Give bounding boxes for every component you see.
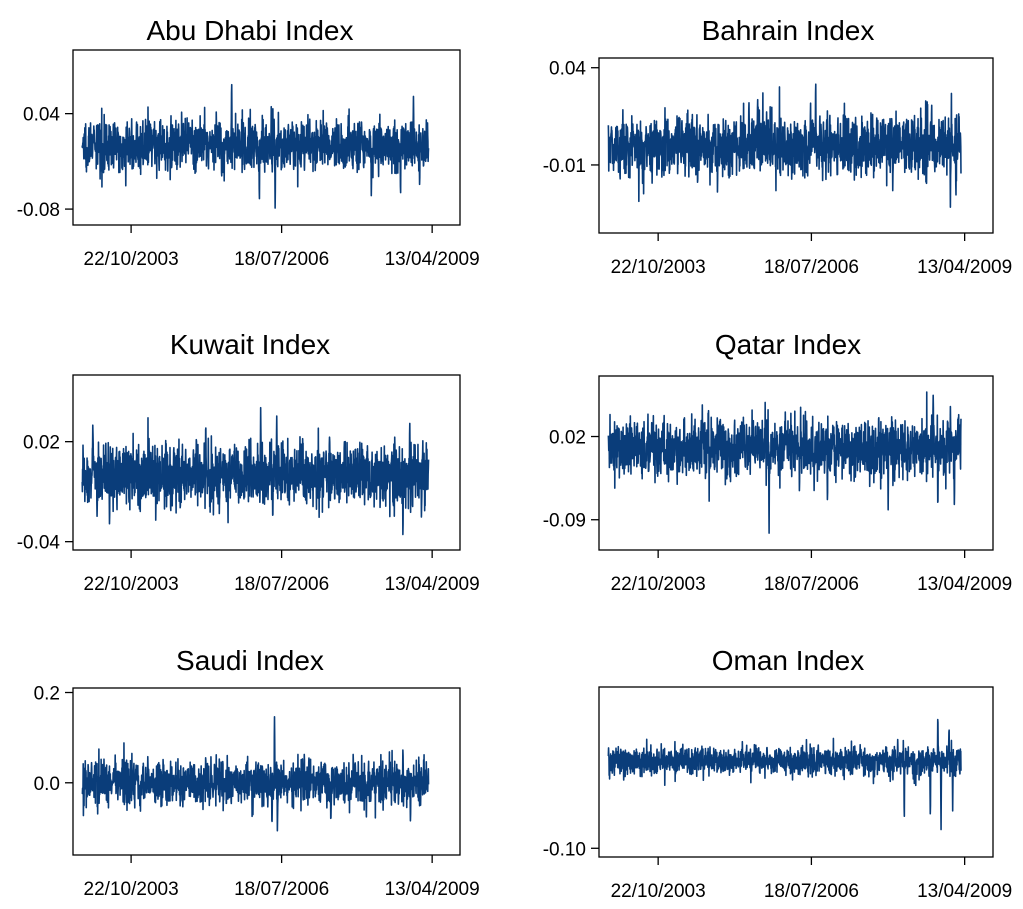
y-tick-label: -0.01 bbox=[543, 156, 586, 177]
plot-frame bbox=[72, 374, 461, 551]
y-tick-label: 0.04 bbox=[549, 59, 586, 80]
panel-title: Oman Index bbox=[712, 645, 865, 676]
x-tick-label: 22/10/2003 bbox=[611, 574, 706, 595]
series-line bbox=[607, 83, 962, 208]
series-line bbox=[81, 406, 430, 536]
panel-title: Bahrain Index bbox=[702, 15, 875, 46]
x-tick-label: 22/10/2003 bbox=[84, 879, 179, 900]
panel-6: Oman Index -0.10 22/10/2003 18/07/2006 13/04… bbox=[543, 645, 1013, 902]
plot-frame bbox=[72, 49, 461, 226]
x-tick-label: 13/04/2009 bbox=[917, 574, 1012, 595]
x-tick-label: 13/04/2009 bbox=[385, 879, 480, 900]
x-tick-label: 18/07/2006 bbox=[764, 881, 859, 902]
x-tick-label: 18/07/2006 bbox=[234, 249, 329, 270]
panel-1: Abu Dhabi Index 0.04 -0.08 22/10/2003 18/07/… bbox=[17, 15, 480, 270]
x-tick-label: 18/07/2006 bbox=[764, 257, 859, 278]
y-tick-label: 0.04 bbox=[23, 105, 60, 126]
x-tick-label: 13/04/2009 bbox=[385, 574, 480, 595]
y-tick-label: 0.2 bbox=[34, 684, 60, 705]
panel-4: Qatar Index 0.02 -0.09 22/10/2003 18/07/2006… bbox=[543, 329, 1013, 595]
panel-5: Saudi Index 0.2 0.0 22/10/2003 18/07/2006 13/… bbox=[34, 645, 480, 900]
x-tick-label: 22/10/2003 bbox=[84, 574, 179, 595]
x-tick-label: 22/10/2003 bbox=[611, 881, 706, 902]
x-tick-label: 22/10/2003 bbox=[84, 249, 179, 270]
y-tick-label: 0.02 bbox=[549, 428, 586, 449]
y-tick-label: -0.08 bbox=[17, 200, 60, 221]
plot-frame bbox=[598, 57, 994, 234]
y-tick-label: 0.02 bbox=[23, 433, 60, 454]
plot-frame bbox=[598, 686, 994, 858]
x-tick-label: 22/10/2003 bbox=[611, 257, 706, 278]
y-tick-label: -0.04 bbox=[17, 533, 61, 554]
x-tick-label: 13/04/2009 bbox=[917, 257, 1012, 278]
x-tick-label: 18/07/2006 bbox=[234, 879, 329, 900]
plot-frame bbox=[72, 687, 461, 856]
panel-title: Saudi Index bbox=[176, 645, 324, 676]
plot-frame bbox=[598, 375, 994, 551]
panel-title: Qatar Index bbox=[715, 329, 861, 360]
series-line bbox=[607, 718, 962, 831]
panel-3: Kuwait Index 0.02 -0.04 22/10/2003 18/07/200… bbox=[17, 329, 480, 595]
x-tick-label: 18/07/2006 bbox=[234, 574, 329, 595]
series-line bbox=[607, 391, 962, 534]
x-tick-label: 13/04/2009 bbox=[917, 881, 1012, 902]
panel-2: Bahrain Index 0.04 -0.01 22/10/2003 18/07/20… bbox=[543, 15, 1013, 278]
panel-title: Abu Dhabi Index bbox=[146, 15, 353, 46]
y-tick-label: -0.10 bbox=[543, 839, 586, 860]
panel-title: Kuwait Index bbox=[170, 329, 330, 360]
series-line bbox=[81, 715, 430, 832]
x-tick-label: 18/07/2006 bbox=[764, 574, 859, 595]
series-line bbox=[81, 83, 430, 209]
y-tick-label: -0.09 bbox=[543, 511, 586, 532]
x-tick-label: 13/04/2009 bbox=[385, 249, 480, 270]
y-tick-label: 0.0 bbox=[34, 774, 60, 795]
